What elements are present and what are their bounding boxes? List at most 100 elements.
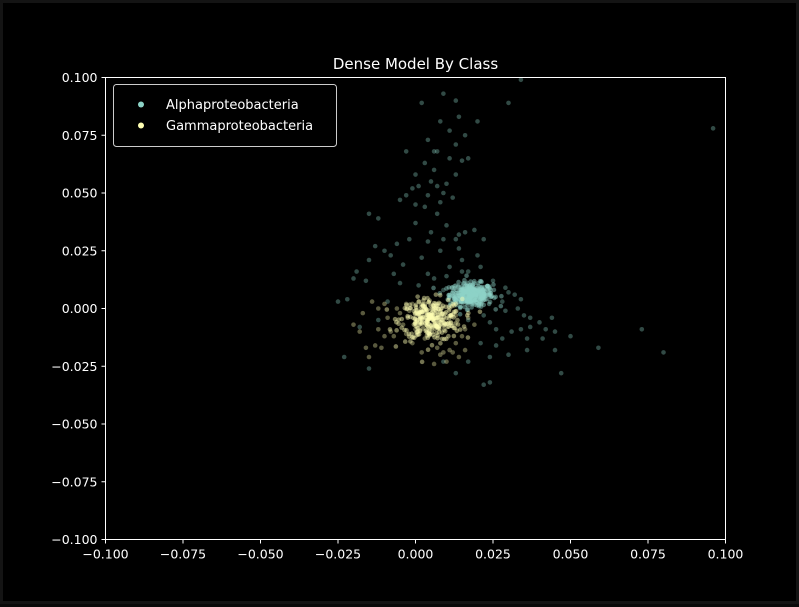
point-alphaproteobacteria	[478, 284, 483, 290]
point-alphaproteobacteria	[481, 288, 486, 294]
point-gammaproteobacteria	[402, 305, 408, 311]
point-alphaproteobacteria	[506, 352, 511, 358]
point-gammaproteobacteria	[419, 321, 424, 327]
point-gammaproteobacteria	[403, 301, 409, 307]
point-gammaproteobacteria	[449, 323, 455, 329]
point-alphaproteobacteria	[462, 132, 468, 138]
point-alphaproteobacteria	[464, 288, 469, 294]
point-gammaproteobacteria	[421, 298, 426, 303]
point-alphaproteobacteria	[474, 300, 479, 305]
point-gammaproteobacteria	[441, 323, 446, 329]
point-alphaproteobacteria	[596, 345, 601, 351]
point-alphaproteobacteria	[486, 284, 492, 289]
point-alphaproteobacteria	[481, 236, 487, 242]
point-alphaproteobacteria	[461, 288, 467, 293]
point-gammaproteobacteria	[434, 322, 440, 327]
point-gammaproteobacteria	[376, 326, 381, 332]
point-alphaproteobacteria	[468, 301, 474, 306]
point-alphaproteobacteria	[482, 293, 488, 299]
point-alphaproteobacteria	[453, 299, 458, 304]
point-alphaproteobacteria	[478, 296, 483, 301]
point-alphaproteobacteria	[486, 292, 492, 297]
legend-marker-gammaproteobacteria	[138, 122, 144, 129]
point-alphaproteobacteria	[462, 294, 468, 300]
point-gammaproteobacteria	[447, 313, 453, 318]
point-gammaproteobacteria	[436, 317, 441, 323]
point-alphaproteobacteria	[490, 278, 496, 284]
point-gammaproteobacteria	[425, 313, 431, 318]
point-alphaproteobacteria	[457, 305, 463, 311]
point-alphaproteobacteria	[471, 297, 476, 303]
point-gammaproteobacteria	[445, 297, 451, 303]
point-alphaproteobacteria	[460, 295, 465, 301]
point-alphaproteobacteria	[467, 295, 473, 301]
point-gammaproteobacteria	[446, 324, 452, 329]
point-alphaproteobacteria	[484, 292, 490, 298]
point-gammaproteobacteria	[446, 308, 452, 313]
point-alphaproteobacteria	[464, 297, 470, 303]
point-alphaproteobacteria	[487, 320, 493, 325]
point-gammaproteobacteria	[426, 315, 431, 320]
point-gammaproteobacteria	[453, 308, 459, 314]
point-alphaproteobacteria	[486, 291, 492, 297]
point-alphaproteobacteria	[460, 289, 466, 294]
point-alphaproteobacteria	[537, 320, 542, 325]
point-alphaproteobacteria	[476, 283, 481, 289]
point-alphaproteobacteria	[457, 287, 462, 293]
point-alphaproteobacteria	[476, 289, 482, 294]
point-gammaproteobacteria	[437, 323, 442, 329]
point-alphaproteobacteria	[481, 291, 487, 296]
point-gammaproteobacteria	[423, 306, 429, 311]
point-alphaproteobacteria	[639, 326, 645, 332]
point-gammaproteobacteria	[430, 332, 436, 338]
point-alphaproteobacteria	[477, 286, 483, 292]
point-alphaproteobacteria	[483, 293, 489, 299]
point-alphaproteobacteria	[464, 298, 469, 304]
point-gammaproteobacteria	[405, 313, 410, 319]
point-alphaproteobacteria	[458, 291, 464, 297]
point-alphaproteobacteria	[478, 293, 484, 299]
point-alphaproteobacteria	[467, 296, 473, 302]
point-alphaproteobacteria	[455, 293, 460, 299]
point-gammaproteobacteria	[436, 324, 441, 330]
point-alphaproteobacteria	[453, 98, 459, 103]
point-gammaproteobacteria	[431, 303, 436, 309]
point-alphaproteobacteria	[486, 301, 492, 307]
point-alphaproteobacteria	[462, 288, 468, 294]
point-alphaproteobacteria	[461, 288, 467, 294]
point-gammaproteobacteria	[413, 316, 418, 322]
point-alphaproteobacteria	[491, 287, 497, 293]
point-alphaproteobacteria	[552, 329, 558, 334]
point-alphaproteobacteria	[456, 290, 461, 296]
point-alphaproteobacteria	[473, 294, 479, 300]
point-gammaproteobacteria	[392, 316, 398, 322]
point-alphaproteobacteria	[491, 282, 496, 287]
point-alphaproteobacteria	[506, 290, 511, 295]
point-gammaproteobacteria	[453, 309, 458, 314]
point-gammaproteobacteria	[416, 332, 422, 337]
point-gammaproteobacteria	[415, 294, 420, 299]
point-gammaproteobacteria	[422, 301, 428, 307]
point-gammaproteobacteria	[435, 306, 441, 311]
point-alphaproteobacteria	[480, 293, 486, 299]
point-gammaproteobacteria	[434, 323, 439, 329]
point-gammaproteobacteria	[451, 309, 457, 315]
point-gammaproteobacteria	[416, 311, 422, 316]
point-alphaproteobacteria	[475, 289, 481, 294]
point-alphaproteobacteria	[462, 289, 468, 294]
point-alphaproteobacteria	[455, 295, 460, 300]
point-gammaproteobacteria	[427, 298, 432, 303]
point-gammaproteobacteria	[433, 303, 439, 308]
point-alphaproteobacteria	[518, 326, 524, 332]
point-alphaproteobacteria	[441, 359, 446, 364]
point-alphaproteobacteria	[465, 359, 471, 364]
point-alphaproteobacteria	[477, 294, 482, 299]
point-gammaproteobacteria	[462, 326, 468, 332]
point-gammaproteobacteria	[420, 309, 425, 315]
point-alphaproteobacteria	[475, 288, 481, 294]
point-alphaproteobacteria	[465, 298, 470, 304]
point-alphaproteobacteria	[503, 308, 508, 314]
point-alphaproteobacteria	[479, 293, 484, 299]
point-alphaproteobacteria	[524, 336, 530, 341]
point-alphaproteobacteria	[483, 289, 488, 294]
